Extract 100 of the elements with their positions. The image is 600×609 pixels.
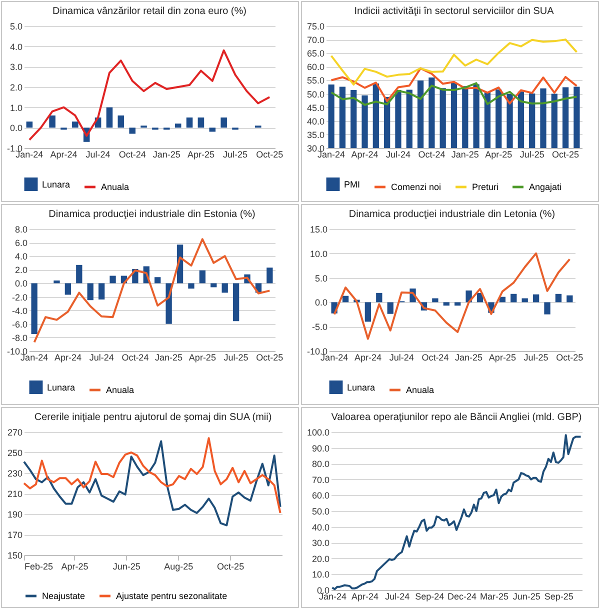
y-tick-label: 35.0 [306, 130, 324, 140]
y-tick-label: 20.0 [312, 554, 330, 564]
y-tick-label: 30.0 [312, 538, 330, 548]
bar [555, 294, 562, 302]
legend-label: Lunara [347, 382, 376, 392]
bar [376, 292, 382, 302]
x-tick-label: Apr-24 [54, 352, 82, 362]
x-tick-label: Oct-24 [122, 352, 149, 362]
x-tick-label: Jul-24 [385, 592, 410, 602]
x-tick-label: Jul-25 [224, 352, 248, 362]
y-tick-label: 0.0 [314, 298, 328, 308]
x-tick-label: Apr-25 [188, 352, 216, 362]
bar [188, 283, 194, 289]
bar [106, 107, 113, 128]
bar [220, 118, 227, 128]
x-tick-label: Jan-24 [16, 150, 44, 160]
x-tick-label: Jul-24 [389, 352, 414, 362]
y-tick-label: 190 [7, 510, 22, 520]
y-tick-label: 60.0 [312, 490, 330, 501]
bar [174, 124, 182, 128]
bar [87, 283, 94, 300]
chart-title: Dinamica producţiei industriale din Estonia (%) [48, 209, 256, 220]
x-tick-label: Jul-25 [223, 150, 248, 160]
x-tick-label: Oct-25 [256, 352, 284, 362]
x-tick-label: Jun-25 [512, 592, 540, 602]
x-tick-label: Jul-24 [86, 150, 110, 160]
x-tick-label: Aug-25 [164, 562, 194, 572]
line-series [23, 437, 282, 514]
line-series [333, 252, 571, 340]
y-tick-label: 75.0 [306, 22, 324, 32]
bar [209, 128, 216, 132]
y-tick-label: 40.0 [306, 116, 324, 126]
bar [186, 118, 193, 128]
x-tick-label: Jan-25 [455, 352, 483, 362]
y-tick-label: 270 [7, 428, 22, 438]
x-tick-label: Apr-25 [485, 150, 512, 160]
x-tick-label: Oct-24 [418, 150, 446, 160]
chart-title: Cererile iniţiale pentru ajutorul de şomaj din SUA (mii) [34, 412, 272, 423]
bar [342, 296, 349, 302]
y-tick-label: 170 [7, 530, 22, 540]
line-series [330, 38, 578, 86]
line-series [28, 49, 271, 141]
x-tick-label: Jan-25 [152, 150, 180, 160]
x-tick-label: Jul-25 [520, 150, 544, 160]
legend-label: Lunara [42, 179, 70, 190]
line-series [330, 82, 578, 106]
x-tick-label: Oct-25 [556, 352, 584, 362]
y-tick-label: 4.0 [10, 42, 22, 52]
legend-label: Angajati [529, 182, 562, 192]
x-tick-label: Dec-24 [447, 592, 476, 602]
y-tick-label: -6.0 [12, 319, 28, 330]
bar [64, 283, 72, 295]
y-tick-label: 40.0 [312, 522, 330, 532]
x-tick-label: Jul-24 [386, 150, 410, 160]
legend-label: Comenzi noi [391, 182, 442, 192]
x-tick-label: Jul-24 [89, 352, 114, 362]
bar [544, 302, 550, 314]
bar [54, 280, 60, 284]
line-series [331, 434, 582, 590]
y-tick-label: 230 [7, 468, 22, 478]
bar [532, 294, 540, 302]
y-tick-label: 4.0 [14, 252, 28, 262]
line-series [330, 67, 578, 105]
bar [566, 295, 573, 302]
x-tick-label: Oct-25 [256, 150, 284, 160]
bar [210, 283, 217, 288]
legend-label: Neajustate [42, 591, 86, 601]
y-tick-label: 80.0 [312, 459, 330, 470]
bar [454, 302, 461, 306]
bar [198, 118, 204, 128]
bar [118, 115, 124, 128]
bar [222, 283, 228, 293]
y-tick-label: 1.0 [10, 102, 22, 113]
bar [232, 283, 240, 322]
bar [129, 128, 136, 134]
x-tick-label: Sep-24 [415, 592, 444, 602]
y-tick-label: -2.0 [12, 292, 28, 302]
y-tick-label: 0.0 [14, 278, 28, 289]
y-tick-label: 50.0 [312, 506, 330, 516]
y-tick-label: 65.0 [306, 48, 324, 59]
bar [364, 302, 372, 322]
legend-label: Anuala [406, 385, 434, 395]
y-tick-label: 15.0 [310, 224, 328, 234]
y-tick-label: 70.0 [312, 474, 330, 485]
x-tick-label: Feb-25 [24, 562, 54, 572]
y-tick-label: 50.0 [306, 89, 324, 100]
bar [72, 122, 78, 128]
y-tick-label: -8.0 [12, 332, 28, 343]
x-tick-label: Apr-25 [187, 150, 214, 160]
legend-label: Anuala [101, 182, 130, 192]
x-tick-label: Jun-25 [112, 562, 140, 572]
legend-label: Lunara [47, 382, 76, 392]
x-tick-label: Mar-25 [480, 592, 509, 602]
y-tick-label: 250 [7, 448, 22, 458]
x-tick-label: Jan-25 [451, 150, 479, 160]
bar [510, 294, 517, 302]
x-tick-label: Jul-25 [524, 352, 548, 362]
bar [387, 302, 394, 314]
y-tick-label: 5.0 [10, 22, 22, 32]
x-tick-label: Oct-24 [118, 150, 146, 160]
